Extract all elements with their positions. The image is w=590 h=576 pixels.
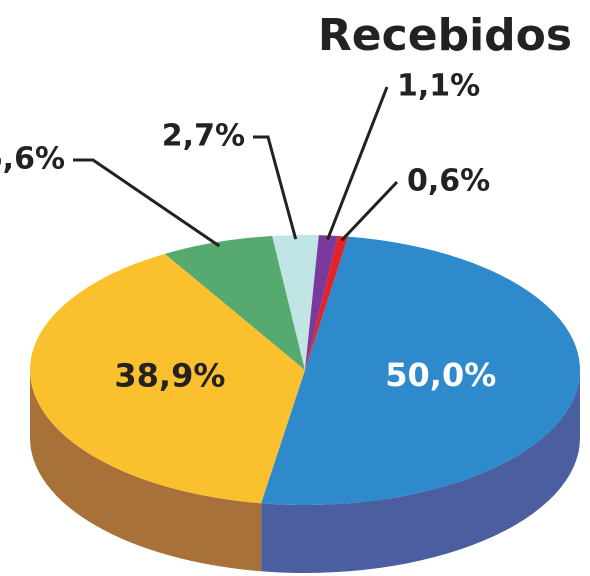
leader-line bbox=[326, 86, 389, 241]
slice-side bbox=[30, 370, 262, 572]
leader-line bbox=[253, 135, 298, 240]
slice-label: 1,1% bbox=[397, 69, 480, 104]
slice bbox=[272, 235, 319, 370]
slice-side bbox=[261, 370, 580, 574]
slice-label: 0,6% bbox=[407, 164, 490, 199]
slice-label: 6,6% bbox=[0, 142, 65, 177]
slice-label: 38,9% bbox=[114, 356, 225, 394]
slice bbox=[261, 236, 581, 506]
slice-label: 2,7% bbox=[162, 119, 245, 154]
leader-line bbox=[73, 158, 221, 248]
chart-title: Recebidos bbox=[318, 10, 572, 61]
slice bbox=[164, 235, 305, 370]
slice bbox=[30, 253, 305, 504]
slice-label: 50,0% bbox=[385, 356, 496, 394]
slice bbox=[305, 235, 349, 370]
slice bbox=[305, 235, 338, 370]
leader-line bbox=[340, 180, 399, 242]
